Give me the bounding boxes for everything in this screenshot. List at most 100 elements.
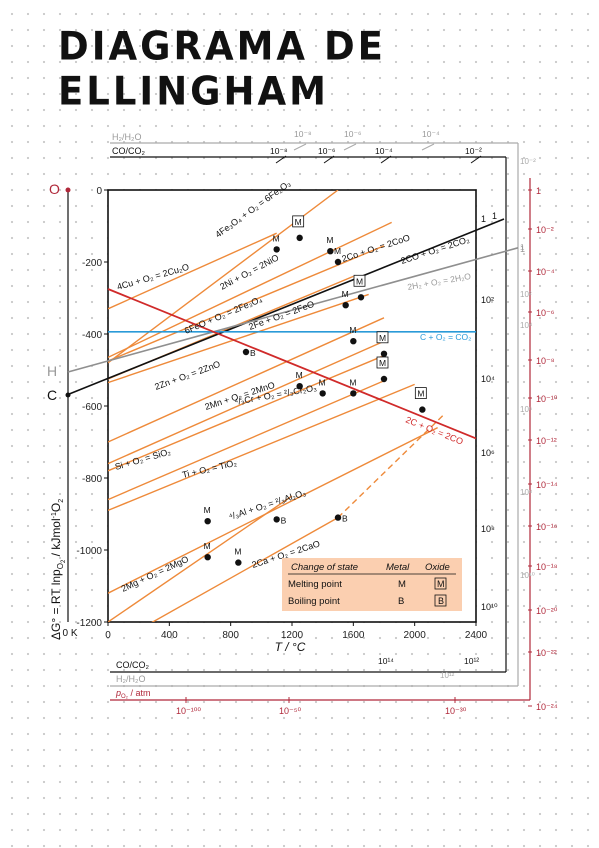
right-co-label: 1 [481, 214, 486, 224]
bottom-co-co2-label: CO/CO₂ [116, 660, 150, 670]
y-tick-label: -1200 [76, 618, 102, 629]
y-axis-label-unit-end: O [49, 503, 63, 512]
right-h2-label: 1 [520, 243, 525, 252]
y-axis-label-unit-sub: 2 [58, 499, 65, 503]
legend-row-melting-oxide: M [437, 579, 445, 589]
y-tick-label: -400 [82, 330, 102, 341]
right-o-label: 10⁻¹⁸ [536, 562, 558, 572]
reaction-line [108, 232, 277, 310]
boiling-point-marker [334, 514, 342, 521]
bottom-co-label: 10¹⁴ [378, 656, 394, 666]
reaction-lines-clip [108, 190, 446, 622]
legend: Change of state Metal Oxide Melting poin… [282, 558, 462, 611]
special-lines: 11 [67, 211, 525, 440]
right-o-label: 1 [536, 186, 541, 196]
point-o-marker [65, 187, 71, 193]
right-h2-label: 10⁴ [520, 321, 533, 330]
reaction-line [151, 516, 339, 622]
melting-point-label: M [349, 325, 356, 335]
c-co2-reaction-label: C + O₂ = CO₂ [420, 332, 471, 342]
oxide-melting-label: M [417, 389, 424, 399]
boiling-point-marker [273, 516, 280, 523]
x-tick-label: 1200 [281, 630, 304, 641]
bottom-po2-sub: O₂ [121, 694, 129, 700]
oxide-melting-label: M [295, 217, 302, 227]
bottom-po2-label: pO₂ / atm [115, 688, 151, 700]
melting-point-marker [327, 248, 334, 255]
melting-point-marker [342, 302, 349, 309]
bottom-p-label: 10⁻³⁰ [445, 706, 467, 716]
legend-row-boiling-oxide: B [438, 596, 444, 606]
right-o-label: 10⁻²⁰ [536, 606, 558, 616]
oxide-melting-box [376, 331, 389, 344]
melting-point-marker [273, 246, 280, 253]
bottom-co-label: 10¹² [464, 656, 479, 666]
y-tick-label: -1000 [76, 546, 102, 557]
bottom-h2-h2o-label: H₂/H₂O [116, 674, 146, 684]
top-h2-tick [421, 143, 435, 151]
y-axis-label-unit: / kJmol [49, 518, 63, 559]
scale-frame [67, 142, 531, 701]
bottom-po2-unit: / atm [128, 688, 151, 698]
oxide-melting-box [292, 215, 305, 228]
top-co-label: 10⁻⁴ [375, 146, 393, 156]
oxide-melting-marker [380, 350, 388, 357]
h2o-line [67, 247, 519, 373]
reaction-line [108, 426, 438, 594]
oxide-melting-box [414, 387, 427, 400]
y-tick-label: -800 [82, 474, 102, 485]
reaction-line [108, 380, 385, 501]
melting-point-label: M [296, 370, 303, 380]
co2-line [67, 218, 505, 396]
right-h2-label: 10² [520, 290, 532, 299]
legend-header-metal: Metal [386, 562, 410, 573]
right-o-label: 10⁻¹⁶ [536, 522, 558, 532]
melting-point-marker [204, 518, 211, 525]
right-o-label: 10⁻¹² [536, 436, 557, 446]
melting-point-label: M [319, 377, 326, 387]
melting-point-marker [235, 559, 242, 566]
right-o-label: 10⁻⁴ [536, 267, 555, 277]
bottom-p-label: 10⁻¹⁰⁰ [176, 706, 201, 716]
melting-point-marker [204, 554, 211, 561]
melting-point-label: M [334, 246, 341, 256]
melting-point-marker [296, 383, 303, 390]
reaction-lines [108, 190, 446, 622]
top-h2-h2o-label: H₂/H₂O [112, 132, 142, 142]
top-co-label: 10⁻⁶ [318, 146, 335, 156]
right-co-label: 10⁴ [481, 374, 495, 384]
top-h2-label: 10⁻⁴ [422, 129, 440, 139]
co-line-end-label: 1 [492, 211, 497, 221]
x-tick-label: 2400 [465, 630, 488, 641]
x-tick-label: 800 [222, 630, 239, 641]
zero-kelvin-label: 0 K [62, 628, 77, 639]
legend-row-boiling-label: Boiling point [288, 596, 340, 607]
page-title: DIAGRAMA DE ELLINGHAM [58, 23, 386, 115]
right-h2-label: 10⁸ [520, 488, 532, 497]
right-o-label: 10⁻¹⁰ [536, 394, 558, 404]
axis-ticks: 0 400 800 1200 1600 2000 2400 0 -200 -400 -600 -800… [76, 186, 487, 641]
boiling-point-marker [242, 348, 250, 356]
right-o-label: 10⁻⁸ [536, 356, 555, 366]
boiling-point-label: B [342, 514, 348, 524]
legend-header-oxide: Oxide [425, 562, 450, 573]
bottom-h2-label: 10¹² [440, 671, 455, 680]
x-tick-label: 0 [105, 630, 111, 641]
right-o-label: 10⁻²⁴ [536, 702, 558, 712]
scale-labels: 10⁻⁸ 10⁻⁶ 10⁻⁴10⁻⁸ 10⁻⁶ 10⁻⁴ 10⁻²10⁻²110²10⁴1… [176, 129, 558, 716]
reaction-line [108, 383, 415, 512]
melting-point-label: M [349, 377, 356, 387]
top-co-co2-label: CO/CO₂ [112, 146, 146, 156]
top-co-label: 10⁻⁸ [270, 146, 288, 156]
right-co-label: 10² [481, 295, 494, 305]
melting-point-marker [334, 258, 342, 266]
x-tick-label: 1600 [342, 630, 365, 641]
boiling-point-label: B [281, 515, 287, 525]
y-axis-label: ΔG° = RT lnpO2 / kJmol-1O2 [49, 499, 67, 640]
top-co-tick [275, 155, 287, 164]
oxide-melting-box [353, 274, 366, 287]
y-axis-label-main: ΔG° = RT lnp [49, 569, 63, 640]
legend-row-boiling-metal: B [398, 596, 404, 607]
